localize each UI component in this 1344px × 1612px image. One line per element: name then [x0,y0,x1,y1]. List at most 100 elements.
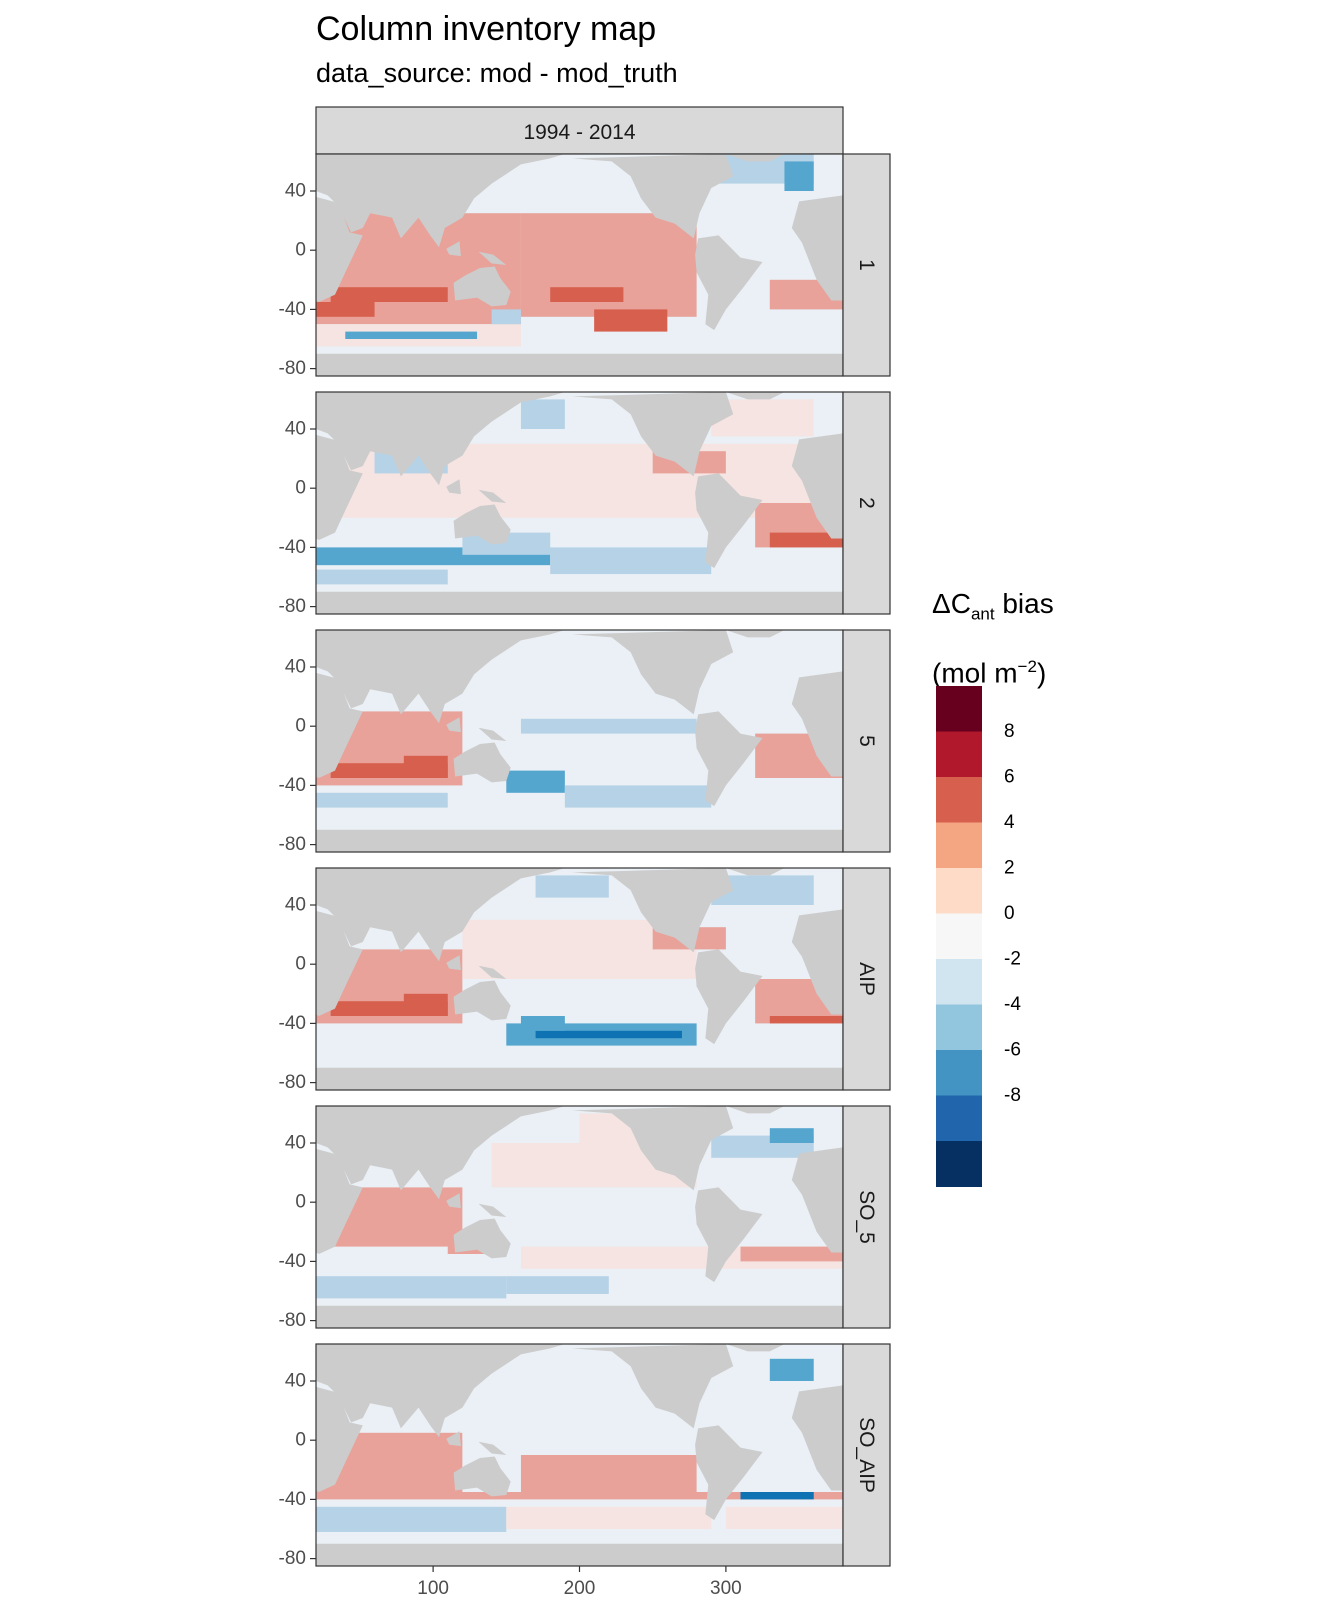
bias-cell [316,792,448,808]
land-mass [453,980,511,1021]
facet-map-so-aip [316,1344,843,1566]
land-mass [791,1147,843,1253]
land-mass [695,1425,763,1521]
legend-units-sup: −2 [1017,656,1037,676]
land-mass [316,1543,843,1566]
land-mass [316,353,843,376]
y-tick-label: 0 [295,1430,306,1451]
bias-cell [725,1506,843,1529]
land-mass [316,1067,843,1090]
legend-break-label: 2 [1004,858,1015,879]
legend-swatch [936,686,982,732]
facet-map-so-5 [316,1106,843,1328]
land-mass [316,672,363,778]
bias-cell [520,1455,697,1492]
land-mass [791,195,843,301]
legend-swatch [936,868,982,914]
y-tick-label: 0 [295,954,306,975]
y-tick-label: -80 [279,834,306,855]
legend-break-label: -4 [1004,994,1021,1015]
y-tick-label: 0 [295,716,306,737]
land-mass [316,1106,565,1200]
bias-cell [520,1016,565,1031]
bias-cell [316,1492,843,1500]
land-mass [446,1193,461,1209]
land-mass [316,829,843,852]
land-mass [791,909,843,1015]
land-mass [453,1218,511,1259]
legend-swatch [936,1141,982,1187]
land-mass [725,392,785,400]
bias-cell [594,309,668,332]
land-mass [453,742,511,783]
bias-cell [491,309,521,325]
land-mass [695,1187,763,1283]
bias-cell [550,287,624,302]
legend-title: ΔCant bias (mol m−2) [932,578,1054,699]
legend-swatch [936,1095,982,1142]
facet-strip-right-label: SO_5 [855,1190,878,1244]
land-mass [453,266,511,307]
facet-panel-2: 2 40 0 -40 -80 [279,391,891,617]
bias-cell [535,1030,682,1039]
bias-cell [520,399,565,429]
land-mass [316,1148,363,1254]
land-mass [316,868,565,962]
bias-cell [316,302,375,317]
legend-title-main: ΔC [932,588,971,619]
y-tick-label: 40 [285,181,306,202]
land-mass [316,392,565,486]
y-tick-label: -80 [279,596,306,617]
legend-break-label: 8 [1004,721,1015,742]
land-mass [791,1385,843,1491]
bias-cell [740,1246,843,1262]
land-mass [572,1106,734,1191]
land-mass [695,711,763,807]
bias-cell [316,569,448,585]
land-mass [572,868,734,953]
land-mass [316,1386,363,1492]
land-mass [695,235,763,331]
bias-cell [769,1016,843,1024]
land-mass [572,392,734,477]
land-mass [446,479,461,495]
chart-subtitle: data_source: mod - mod_truth [316,58,678,88]
legend-swatch [936,822,982,869]
bias-cell [374,1469,448,1485]
land-mass [725,1106,785,1114]
bias-cell [403,755,448,778]
land-mass [446,955,461,971]
facet-panel-so-5: SO_5 40 0 -40 -80 [279,1105,891,1331]
y-tick-label: 0 [295,478,306,499]
land-mass [453,1456,511,1497]
y-tick-label: -80 [279,1072,306,1093]
facet-panel-so-aip: SO_AIP 40 0 -40 -80 [279,1343,891,1569]
legend-break-label: 6 [1004,767,1015,788]
land-mass [316,910,363,1016]
bias-cell [769,532,843,548]
y-tick-label: 0 [295,1192,306,1213]
bias-cell [769,1358,814,1381]
chart-title: Column inventory map [316,10,657,48]
land-mass [446,241,461,257]
bias-cell [564,785,712,808]
land-mass [453,504,511,545]
facet-strip-top-label: 1994 - 2014 [523,121,635,144]
land-mass [316,1344,565,1438]
facet-strip-right-label: 1 [855,259,878,271]
legend-break-label: 4 [1004,812,1015,833]
bias-cell [520,718,697,734]
bias-cell [345,331,478,339]
bias-cell [330,287,448,302]
facet-strip-right [842,153,891,377]
legend-swatch [936,959,982,1005]
legend-title-sub: ant [970,604,995,624]
land-mass [446,717,461,733]
y-tick-label: -40 [279,1251,306,1272]
bias-cell [403,993,448,1016]
land-mass [316,1305,843,1328]
facet-strip-right [842,391,891,615]
legend-title-tail: bias [994,588,1054,619]
facet-panel-aip: AIP 40 0 -40 -80 [279,867,891,1093]
legend-swatch [936,731,982,778]
